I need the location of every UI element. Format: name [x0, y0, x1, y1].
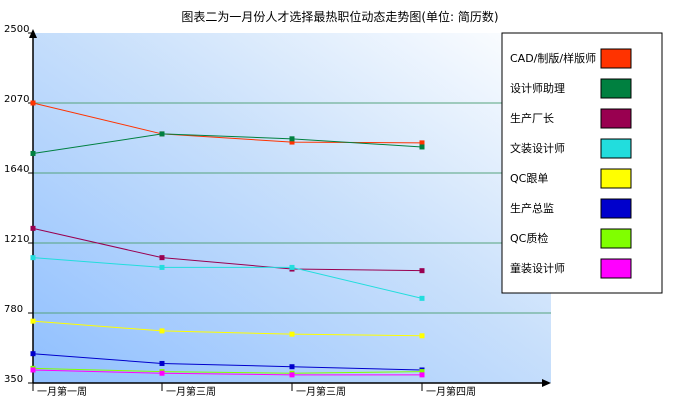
x-axis-arrow — [542, 379, 551, 387]
legend-swatch — [600, 108, 632, 129]
data-point — [289, 364, 295, 370]
y-tick-label: 350 — [4, 374, 23, 385]
legend-label: 童装设计师 — [510, 261, 565, 275]
plot-area — [33, 33, 551, 383]
legend-label: 设计师助理 — [510, 81, 565, 95]
data-point — [30, 255, 36, 261]
series-7 — [30, 367, 425, 378]
data-point — [289, 372, 295, 378]
legend-label: QC质检 — [510, 231, 548, 245]
data-point — [419, 369, 425, 375]
x-tick-label: 一月第一周 — [37, 385, 87, 398]
legend-label: CAD/制版/样版师 — [510, 51, 596, 65]
data-point — [159, 255, 165, 261]
data-point — [419, 333, 425, 339]
data-point — [159, 328, 165, 334]
y-tick-label: 2070 — [4, 94, 29, 105]
data-point — [289, 264, 295, 270]
data-point — [419, 268, 425, 274]
legend-swatch — [600, 168, 632, 189]
data-point — [289, 136, 295, 142]
data-point — [159, 370, 165, 376]
data-point — [159, 131, 165, 137]
series-line — [32, 369, 422, 376]
legend-label: 生产总监 — [510, 201, 554, 215]
legend-swatch — [600, 48, 632, 69]
y-tick-label: 2500 — [4, 24, 29, 35]
series-line — [32, 257, 423, 299]
data-point — [30, 367, 36, 373]
data-point — [419, 144, 425, 150]
x-tick-label: 一月第三周 — [166, 385, 216, 398]
data-point — [30, 318, 36, 324]
legend-swatch — [600, 138, 632, 159]
y-tick-label: 1640 — [4, 164, 29, 175]
data-point — [30, 100, 36, 106]
legend-label: 生产厂长 — [510, 111, 554, 125]
legend-label: QC跟单 — [510, 172, 548, 185]
y-tick-label: 780 — [4, 304, 23, 315]
data-point — [30, 351, 36, 357]
data-point — [30, 150, 36, 156]
legend-box — [501, 32, 663, 294]
series-line — [32, 320, 423, 337]
chart-title: 图表二为一月份人才选择最热职位动态走势图(单位: 简历数) — [181, 9, 498, 24]
legend-swatch — [600, 258, 632, 279]
data-point — [159, 264, 165, 270]
legend-swatch — [600, 228, 632, 249]
series-line — [32, 227, 423, 272]
data-point — [289, 139, 295, 145]
data-point — [419, 140, 425, 146]
data-point — [159, 360, 165, 366]
data-point — [419, 372, 425, 378]
data-point — [419, 295, 425, 301]
data-point — [30, 225, 36, 231]
legend-swatch — [600, 78, 632, 99]
x-tick-label: 一月第四周 — [426, 385, 476, 398]
legend-swatch — [600, 198, 632, 219]
series-line — [32, 353, 423, 371]
series-1 — [30, 131, 425, 156]
legend-label: 文装设计师 — [510, 141, 565, 155]
series-line — [32, 133, 423, 154]
data-point — [289, 331, 295, 337]
x-tick-label: 一月第三周 — [296, 385, 346, 398]
series-line — [32, 367, 423, 374]
series-4 — [30, 318, 425, 339]
y-tick-label: 1210 — [4, 234, 29, 245]
series-3 — [30, 255, 425, 301]
